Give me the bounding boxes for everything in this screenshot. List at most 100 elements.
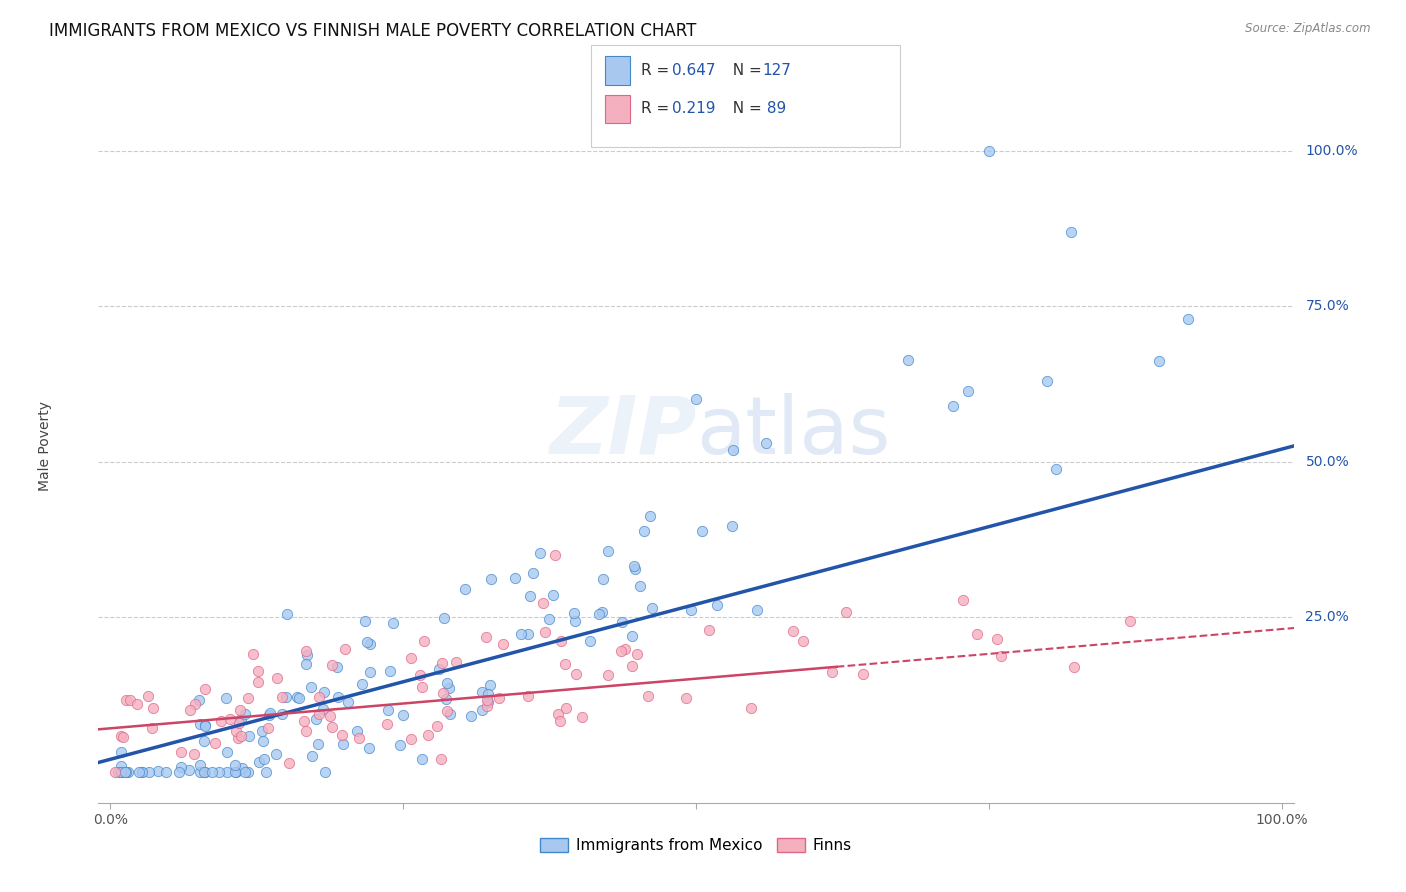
Point: [326, 690, 349, 705]
Point: [492, 637, 515, 651]
Point: [354, 615, 377, 629]
Point: [247, 755, 270, 769]
Point: [637, 689, 659, 703]
Text: R =: R =: [641, 63, 675, 78]
Point: [612, 615, 634, 629]
Point: [104, 764, 127, 779]
Point: [131, 764, 153, 779]
Point: [238, 729, 260, 743]
Point: [294, 723, 316, 738]
Point: [381, 615, 404, 630]
Point: [308, 706, 330, 721]
Text: 25.0%: 25.0%: [1306, 609, 1350, 624]
Point: [755, 436, 778, 450]
Text: N =: N =: [723, 102, 766, 116]
Point: [326, 660, 349, 674]
Point: [188, 764, 211, 779]
Point: [295, 657, 318, 671]
Point: [204, 736, 226, 750]
Text: R =: R =: [641, 102, 675, 116]
Point: [1036, 374, 1059, 388]
Point: [183, 747, 205, 761]
Point: [821, 665, 844, 679]
Point: [519, 589, 541, 603]
Point: [252, 752, 274, 766]
Point: [429, 662, 451, 676]
Point: [633, 524, 655, 538]
Point: [225, 723, 247, 738]
Point: [301, 749, 323, 764]
Point: [897, 352, 920, 367]
Point: [1045, 462, 1067, 476]
Point: [409, 668, 432, 682]
Point: [335, 642, 357, 657]
Point: [347, 731, 370, 746]
Point: [308, 690, 330, 704]
Point: [225, 764, 247, 779]
Point: [155, 764, 177, 779]
Point: [550, 633, 572, 648]
Point: [247, 674, 270, 689]
Text: Male Poverty: Male Poverty: [38, 401, 52, 491]
Point: [697, 623, 720, 637]
Text: 75.0%: 75.0%: [1306, 300, 1350, 313]
Point: [141, 700, 163, 714]
Point: [426, 718, 449, 732]
Point: [1063, 660, 1085, 674]
Text: 100.0%: 100.0%: [1306, 145, 1358, 158]
Point: [522, 566, 544, 581]
Point: [957, 384, 980, 398]
Point: [295, 648, 318, 662]
Point: [533, 624, 555, 639]
Point: [377, 703, 399, 717]
Point: [118, 693, 141, 707]
Text: Source: ZipAtlas.com: Source: ZipAtlas.com: [1246, 22, 1371, 36]
Point: [411, 752, 433, 766]
Point: [444, 655, 467, 669]
Point: [359, 741, 381, 756]
Point: [224, 757, 246, 772]
Point: [321, 658, 343, 673]
Point: [359, 637, 381, 651]
Point: [127, 697, 149, 711]
Point: [723, 442, 745, 457]
Point: [231, 729, 253, 743]
Point: [294, 644, 316, 658]
Point: [675, 691, 697, 706]
Point: [332, 728, 354, 742]
Point: [1177, 311, 1199, 326]
Point: [215, 690, 238, 705]
Text: 0.219: 0.219: [672, 102, 716, 116]
Point: [215, 745, 238, 759]
Point: [592, 573, 614, 587]
Point: [547, 706, 569, 721]
Point: [359, 665, 381, 679]
Point: [531, 596, 554, 610]
Point: [475, 631, 498, 645]
Point: [110, 758, 132, 772]
Point: [110, 764, 132, 779]
Point: [437, 681, 460, 695]
Point: [529, 545, 551, 559]
Point: [782, 624, 804, 638]
Point: [1118, 614, 1140, 628]
Point: [562, 607, 585, 621]
Point: [276, 690, 298, 704]
Point: [620, 658, 643, 673]
Point: [477, 688, 499, 702]
Point: [219, 712, 242, 726]
Text: ZIP: ZIP: [548, 392, 696, 471]
Point: [312, 702, 335, 716]
Point: [392, 707, 415, 722]
Point: [193, 734, 215, 748]
Point: [977, 145, 1000, 159]
Point: [246, 664, 269, 678]
Point: [148, 764, 170, 779]
Point: [477, 699, 499, 714]
Point: [170, 760, 193, 774]
Point: [312, 685, 335, 699]
Legend: Immigrants from Mexico, Finns: Immigrants from Mexico, Finns: [534, 831, 858, 859]
Point: [588, 607, 610, 622]
Point: [436, 676, 458, 690]
Point: [250, 724, 273, 739]
